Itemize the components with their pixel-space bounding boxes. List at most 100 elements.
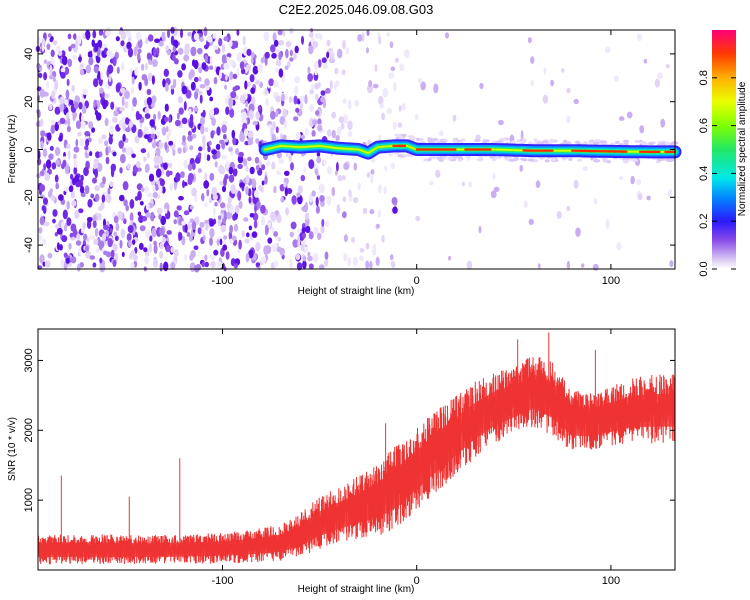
noise-speckle xyxy=(254,80,261,85)
noise-speckle xyxy=(315,196,319,207)
noise-speckle xyxy=(163,68,169,77)
noise-speckle xyxy=(315,93,319,101)
halo-speckle xyxy=(401,136,406,140)
noise-speckle xyxy=(204,223,209,232)
noise-speckle xyxy=(301,35,304,45)
noise-speckle xyxy=(228,97,234,107)
noise-speckle xyxy=(214,201,218,207)
halo-speckle xyxy=(516,139,521,143)
noise-speckle xyxy=(51,162,57,170)
noise-speckle xyxy=(211,149,218,155)
noise-speckle xyxy=(81,227,85,234)
noise-speckle xyxy=(93,99,97,108)
noise-speckle xyxy=(288,96,293,103)
noise-speckle xyxy=(342,98,347,104)
noise-speckle xyxy=(216,261,223,270)
noise-speckle xyxy=(236,29,240,36)
noise-speckle xyxy=(63,252,68,258)
noise-speckle xyxy=(159,227,165,236)
noise-speckle xyxy=(335,170,338,176)
noise-speckle xyxy=(181,63,187,71)
noise-speckle xyxy=(206,154,211,161)
noise-speckle xyxy=(99,241,103,251)
noise-speckle xyxy=(107,187,111,196)
noise-speckle xyxy=(212,193,218,201)
noise-speckle xyxy=(204,55,209,63)
noise-speckle xyxy=(251,96,256,106)
noise-speckle xyxy=(48,74,55,80)
noise-speckle xyxy=(275,126,279,134)
noise-speckle xyxy=(73,146,80,153)
y-tick-label: 20 xyxy=(23,96,35,108)
noise-speckle xyxy=(261,180,265,186)
noise-speckle xyxy=(173,180,177,191)
halo-speckle xyxy=(622,160,629,164)
noise-speckle xyxy=(592,263,599,271)
noise-speckle xyxy=(42,148,48,158)
noise-speckle xyxy=(369,260,373,270)
noise-speckle xyxy=(639,125,645,134)
y-tick-label: 40 xyxy=(23,48,35,60)
noise-speckle xyxy=(220,224,227,233)
noise-speckle xyxy=(66,200,70,210)
noise-speckle xyxy=(178,232,183,241)
noise-speckle xyxy=(375,256,380,266)
noise-speckle xyxy=(573,179,579,189)
noise-speckle xyxy=(304,128,309,136)
noise-speckle xyxy=(193,76,199,83)
noise-speckle xyxy=(293,116,299,122)
noise-speckle xyxy=(314,168,319,176)
noise-speckle xyxy=(92,177,97,184)
noise-speckle xyxy=(204,261,209,268)
noise-speckle xyxy=(168,115,172,124)
noise-speckle xyxy=(252,65,259,75)
halo-speckle xyxy=(440,140,447,144)
noise-speckle xyxy=(52,218,56,224)
noise-speckle xyxy=(170,261,176,270)
noise-speckle xyxy=(444,32,450,39)
halo-speckle xyxy=(665,158,674,162)
noise-speckle xyxy=(381,112,385,121)
noise-speckle xyxy=(303,255,307,262)
noise-speckle xyxy=(62,159,67,168)
noise-speckle xyxy=(108,135,113,145)
spectrogram-x-ticks: -100 0 100 xyxy=(211,30,620,287)
noise-speckle xyxy=(636,179,642,185)
noise-speckle xyxy=(374,64,378,72)
noise-speckle xyxy=(152,59,158,68)
noise-speckle xyxy=(172,53,176,62)
noise-speckle xyxy=(295,253,301,261)
noise-speckle xyxy=(100,263,106,273)
noise-speckle xyxy=(316,152,321,157)
noise-speckle xyxy=(39,170,44,177)
noise-speckle xyxy=(264,56,268,66)
noise-speckle xyxy=(88,121,94,129)
noise-speckle xyxy=(111,116,118,123)
noise-speckle xyxy=(208,198,212,204)
noise-speckle xyxy=(68,242,72,250)
noise-speckle xyxy=(261,164,266,171)
noise-speckle xyxy=(148,243,152,253)
noise-speckle xyxy=(92,262,97,268)
halo-speckle xyxy=(593,158,599,162)
noise-speckle xyxy=(140,148,147,154)
noise-speckle xyxy=(316,232,322,240)
noise-speckle xyxy=(189,205,194,210)
noise-speckle xyxy=(167,29,170,38)
noise-speckle xyxy=(468,181,473,188)
noise-speckle xyxy=(193,32,200,41)
noise-speckle xyxy=(263,31,270,42)
noise-speckle xyxy=(119,194,125,202)
noise-speckle xyxy=(40,140,44,150)
noise-speckle xyxy=(302,260,307,269)
noise-speckle xyxy=(593,198,598,205)
noise-speckle xyxy=(89,255,96,260)
noise-speckle xyxy=(270,211,276,222)
noise-speckle xyxy=(657,72,663,80)
noise-speckle xyxy=(47,252,53,259)
noise-speckle xyxy=(110,101,115,110)
noise-speckle xyxy=(187,221,191,231)
noise-speckle xyxy=(316,156,322,164)
halo-speckle xyxy=(513,158,518,162)
noise-speckle xyxy=(119,239,123,249)
